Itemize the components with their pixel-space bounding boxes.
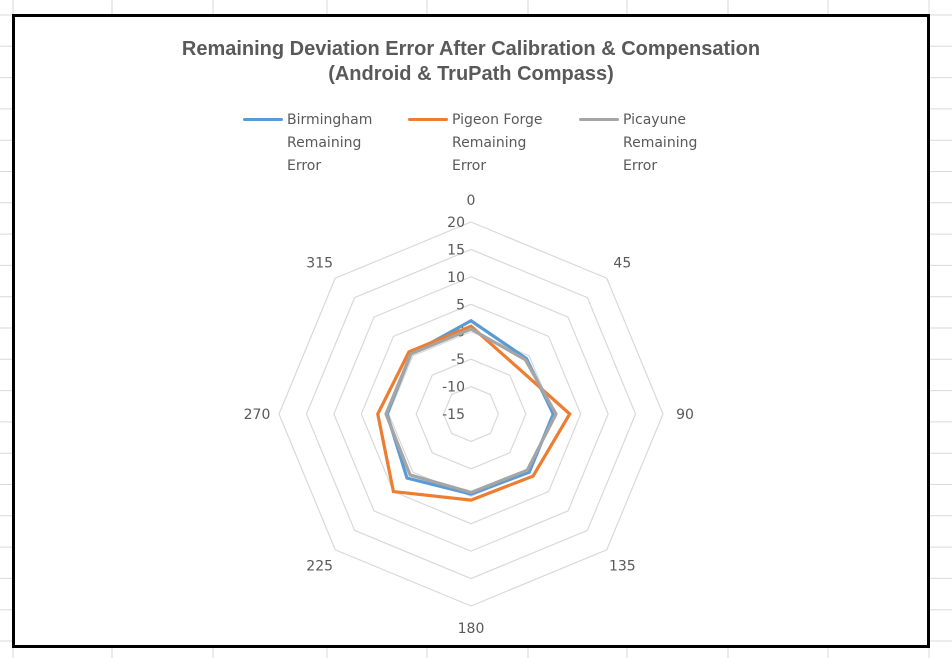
radial-tick-label: -10 <box>442 380 465 396</box>
legend-swatch-birmingham <box>243 118 283 121</box>
category-label: 135 <box>609 558 636 574</box>
legend-swatch-pigeon-forge <box>408 118 448 121</box>
category-label: 180 <box>458 621 485 637</box>
radar-gridline <box>278 221 664 607</box>
chart-title: Remaining Deviation Error After Calibrat… <box>15 37 927 87</box>
radial-tick-label: 15 <box>447 242 465 258</box>
radar-gridline <box>360 303 582 525</box>
chart-subtitle: (Android & TruPath Compass) <box>328 63 614 85</box>
legend-item-picayune[interactable]: Picayune Remaining Error <box>579 109 733 178</box>
chart-title-line-1: Remaining Deviation Error After Calibrat… <box>181 38 761 60</box>
radial-tick-label: 20 <box>447 215 465 231</box>
category-label: 0 <box>467 193 476 209</box>
radial-tick-label: 5 <box>456 297 465 313</box>
radar-gridline <box>442 385 500 443</box>
series-line[interactable] <box>376 324 572 502</box>
radial-tick-label: -5 <box>451 352 465 368</box>
radar-gridline <box>305 248 637 580</box>
radar-gridline <box>333 276 609 552</box>
series-line[interactable] <box>384 327 558 495</box>
legend-item-pigeon-forge[interactable]: Pigeon Forge Remaining Error <box>408 109 562 178</box>
radial-tick-label: -15 <box>442 407 465 423</box>
legend-item-birmingham[interactable]: Birmingham Remaining Error <box>243 109 397 178</box>
radial-tick-label: 10 <box>447 270 465 286</box>
legend-swatch-picayune <box>579 118 619 121</box>
legend-label-birmingham: Birmingham Remaining Error <box>287 112 373 174</box>
radar-gridline <box>388 331 554 497</box>
category-label: 315 <box>306 256 333 272</box>
category-label: 270 <box>244 407 271 423</box>
legend-label-pigeon-forge: Pigeon Forge Remaining Error <box>452 112 543 174</box>
chart-area[interactable]: Remaining Deviation Error After Calibrat… <box>12 14 930 648</box>
category-label: 45 <box>613 256 631 272</box>
radar-gridline <box>415 358 527 470</box>
legend-label-picayune: Picayune Remaining Error <box>623 112 698 174</box>
category-label: 225 <box>306 558 333 574</box>
category-label: 90 <box>676 407 694 423</box>
